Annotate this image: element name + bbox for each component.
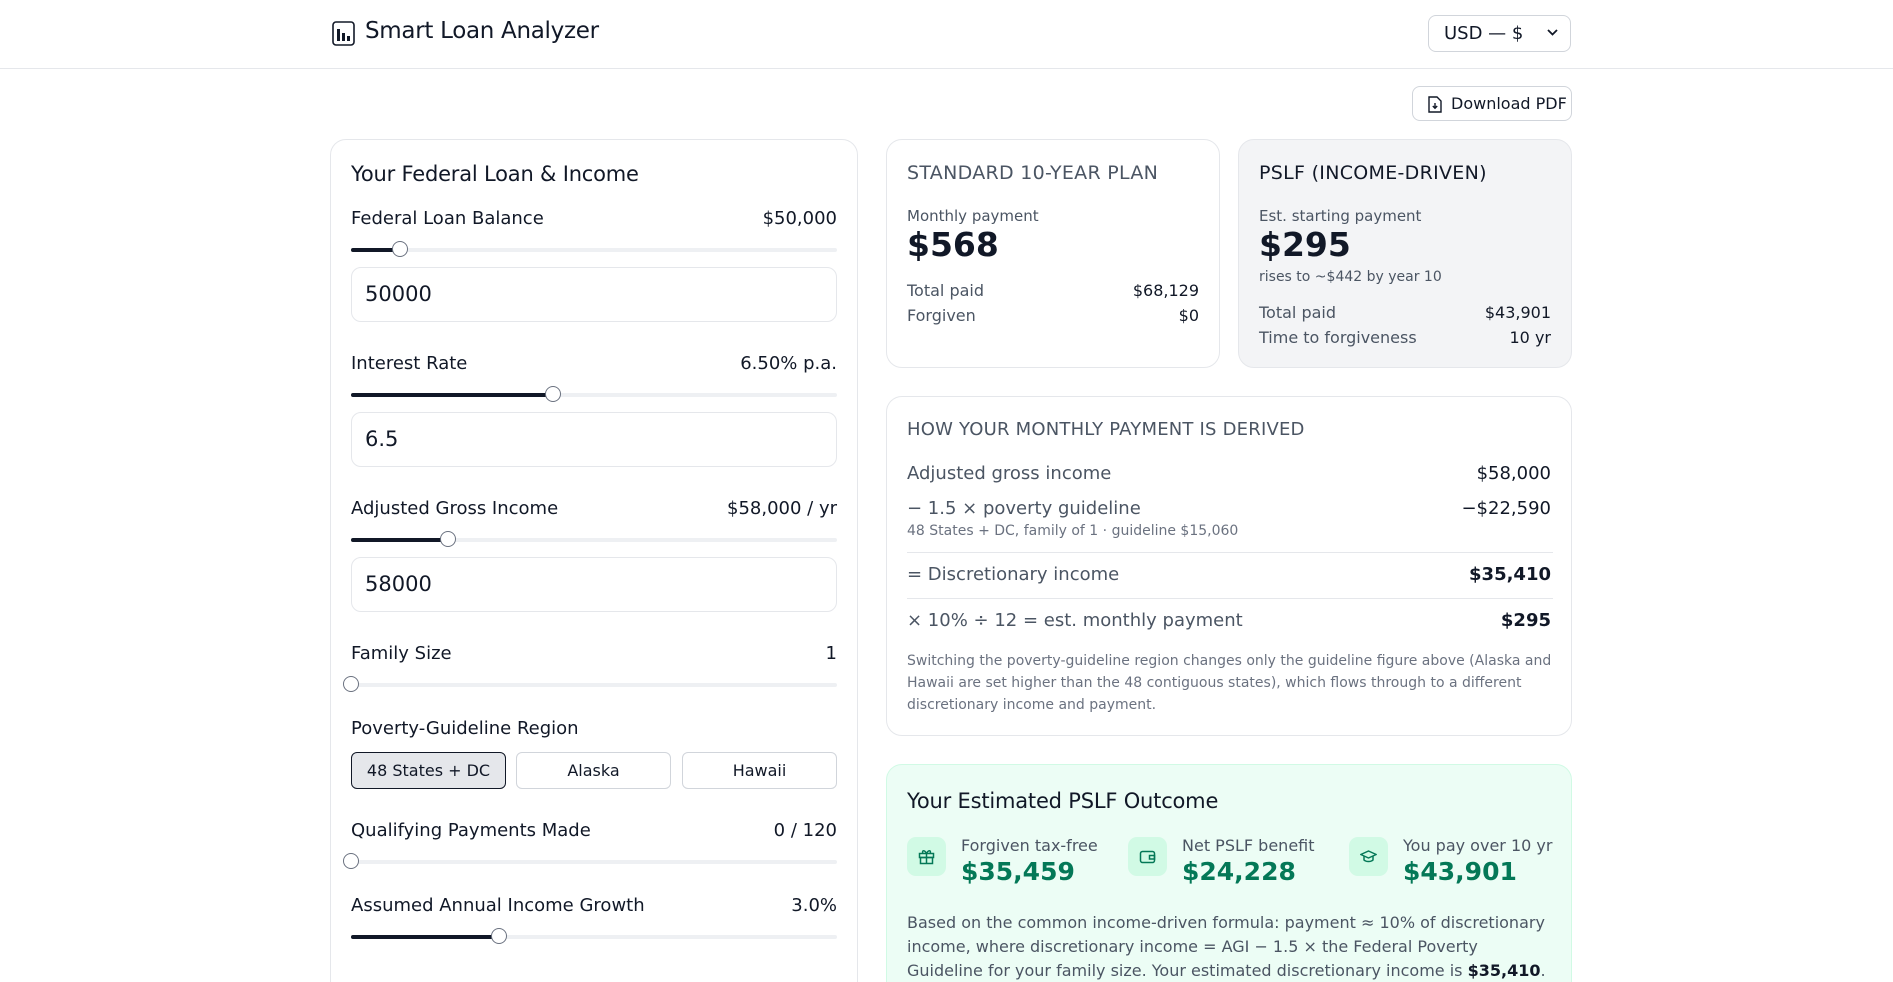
derivation-footnote: Switching the poverty-guideline region c… [907,653,1552,713]
loan-balance-label: Federal Loan Balance [351,208,544,229]
card-title: Your Federal Loan & Income [351,162,639,186]
poverty-row-detail: 48 States + DC, family of 1 · guideline … [907,523,1239,539]
agi-value: $58,000 / yr [727,498,837,519]
qualifying-payments-slider[interactable] [343,853,837,869]
standard-plan-card: STANDARD 10-YEAR PLAN Monthly payment $5… [886,139,1220,368]
gift-icon [918,850,935,865]
monthly-payment-value: $568 [907,225,999,264]
agi-row-label: Adjusted gross income [907,463,1112,484]
currency-select[interactable]: USD — $ [1428,15,1571,52]
download-pdf-label: Download PDF [1451,94,1567,113]
family-size-value: 1 [825,643,837,664]
chevron-down-icon [1547,29,1558,36]
agi-input[interactable]: 58000 [351,557,837,612]
divider [907,598,1553,599]
app-title: Smart Loan Analyzer [365,18,599,44]
loan-income-card: Your Federal Loan & Income Federal Loan … [330,139,858,982]
poverty-row-label: − 1.5 × poverty guideline [907,498,1141,519]
pslf-plan-card: PSLF (INCOME-DRIVEN) Est. starting payme… [1238,139,1572,368]
forgiven-stat-label: Forgiven tax-free [961,836,1098,855]
starting-payment-label: Est. starting payment [1259,207,1422,225]
qualifying-payments-label: Qualifying Payments Made [351,820,591,841]
poverty-row-value: −$22,590 [1461,498,1551,519]
plan-title: PSLF (INCOME-DRIVEN) [1259,162,1487,184]
benefit-stat-label: Net PSLF benefit [1182,836,1315,855]
slider-fill [351,935,500,939]
benefit-stat-value: $24,228 [1182,857,1296,886]
total-paid-label: Total paid [907,281,985,300]
total-paid-value: $68,129 [1132,281,1199,300]
payment-row-label: × 10% ÷ 12 = est. monthly payment [907,610,1243,631]
monthly-payment-label: Monthly payment [907,207,1039,225]
agi-row-value: $58,000 [1476,463,1551,484]
agi-label: Adjusted Gross Income [351,498,559,519]
divider [907,552,1553,553]
total-paid-label: Total paid [1259,303,1337,322]
slider-thumb[interactable] [440,531,457,547]
payment-row-value: $295 [1500,610,1551,631]
interest-rate-input[interactable]: 6.5 [351,412,837,467]
bar-chart-icon [332,21,355,46]
explanation-discretionary-income: $35,410 [1467,961,1541,980]
loan-balance-input[interactable]: 50000 [351,267,837,322]
benefit-stat-icon-box [1128,837,1167,876]
explanation-text: Based on the common income-driven formul… [907,913,1545,980]
interest-rate-slider[interactable] [351,386,837,402]
explanation-text-end: . This is an estimate for planning only … [1540,961,1546,980]
forgiven-stat-icon-box [907,837,946,876]
paid-stat-icon-box [1349,837,1388,876]
wallet-icon [1139,850,1156,864]
plan-title: STANDARD 10-YEAR PLAN [907,162,1159,184]
region-label: Poverty-Guideline Region [351,718,579,739]
starting-payment-value: $295 [1259,225,1351,264]
slider-thumb[interactable] [343,676,359,692]
interest-rate-label: Interest Rate [351,353,468,374]
file-download-icon [1428,96,1442,113]
currency-value: USD — $ [1444,23,1524,44]
slider-thumb[interactable] [391,241,408,257]
loan-balance-slider[interactable] [351,241,837,257]
loan-balance-value: $50,000 [762,208,837,229]
family-size-slider[interactable] [343,676,837,692]
slider-thumb[interactable] [343,853,359,869]
payment-derivation-card: HOW YOUR MONTHLY PAYMENT IS DERIVED Adju… [886,396,1572,736]
payment-rise-note: rises to ~$442 by year 10 [1259,269,1442,285]
income-growth-label: Assumed Annual Income Growth [351,895,645,916]
forgiven-label: Forgiven [907,306,976,325]
time-to-forgiveness-value: 10 yr [1509,328,1552,347]
slider-fill [351,393,553,397]
qualifying-payments-value: 0 / 120 [773,820,837,841]
slider-fill [351,248,400,252]
discretionary-row-label: = Discretionary income [907,564,1120,585]
time-to-forgiveness-label: Time to forgiveness [1259,328,1417,347]
download-pdf-button[interactable]: Download PDF [1412,86,1572,121]
slider-fill [351,538,449,542]
paid-stat-value: $43,901 [1403,857,1517,886]
slider-thumb[interactable] [544,386,561,402]
income-growth-slider[interactable] [351,928,837,944]
discretionary-row-value: $35,410 [1469,564,1551,585]
pslf-outcome-card: Your Estimated PSLF Outcome Forgiven tax… [886,764,1572,982]
agi-slider[interactable] [351,531,837,547]
outcome-explanation: Based on the common income-driven formul… [907,911,1557,982]
slider-thumb[interactable] [491,928,508,944]
total-paid-value: $43,901 [1484,303,1551,322]
outcome-title: Your Estimated PSLF Outcome [907,789,1219,813]
income-growth-value: 3.0% [791,895,837,916]
forgiven-value: $0 [1178,306,1199,325]
interest-rate-value: 6.50% p.a. [740,353,837,374]
graduation-cap-icon [1360,850,1377,863]
app-header: Smart Loan Analyzer USD — $ [0,0,1893,69]
region-option-48-states[interactable]: 48 States + DC [351,752,506,789]
forgiven-stat-value: $35,459 [961,857,1075,886]
paid-stat-label: You pay over 10 yr [1403,836,1553,855]
derivation-title: HOW YOUR MONTHLY PAYMENT IS DERIVED [907,419,1305,440]
region-option-hawaii[interactable]: Hawaii [682,752,837,789]
region-option-alaska[interactable]: Alaska [516,752,671,789]
family-size-label: Family Size [351,643,452,664]
